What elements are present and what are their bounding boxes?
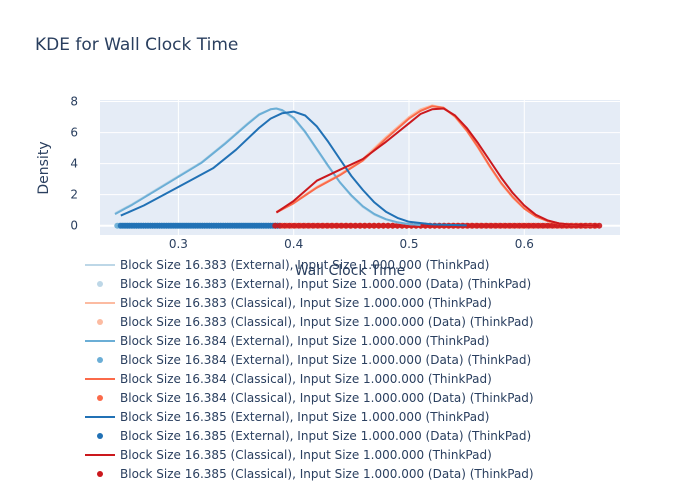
x-tick-label-2: 0.5 xyxy=(399,237,418,251)
data-point-s11-24 xyxy=(384,222,391,229)
legend-item-5[interactable]: Block Size 16.384 (External), Input Size… xyxy=(97,353,531,367)
data-point-s11-20 xyxy=(366,222,373,229)
legend-item-4[interactable]: Block Size 16.384 (External), Input Size… xyxy=(85,334,489,348)
legend-label-2: Block Size 16.383 (Classical), Input Siz… xyxy=(120,296,492,310)
legend-marker-3 xyxy=(97,319,103,325)
data-point-s11-13 xyxy=(333,222,340,229)
legend-item-10[interactable]: Block Size 16.385 (Classical), Input Siz… xyxy=(85,448,492,462)
data-point-s11-15 xyxy=(342,222,349,229)
data-point-s11-49 xyxy=(502,222,509,229)
legend-label-10: Block Size 16.385 (Classical), Input Siz… xyxy=(120,448,492,462)
data-point-s11-11 xyxy=(323,222,330,229)
axis-ticks: 0.3 0.4 0.5 0.6 0 2 4 6 8 xyxy=(70,95,533,251)
legend-item-9[interactable]: Block Size 16.385 (External), Input Size… xyxy=(97,429,531,443)
data-point-s11-18 xyxy=(356,222,363,229)
legend-item-1[interactable]: Block Size 16.383 (External), Input Size… xyxy=(97,277,531,291)
data-point-s11-22 xyxy=(375,222,382,229)
data-point-s11-55 xyxy=(530,222,537,229)
data-point-s11-19 xyxy=(361,222,368,229)
data-point-s11-56 xyxy=(535,222,542,229)
kde-line-s10 xyxy=(275,107,600,227)
legend-marker-5 xyxy=(97,357,103,363)
x-axis-label: Wall Clock Time xyxy=(295,263,406,279)
y-tick-label-1: 2 xyxy=(70,188,78,202)
data-point-s11-51 xyxy=(511,222,518,229)
y-tick-label-3: 6 xyxy=(70,126,78,140)
legend[interactable]: Block Size 16.383 (External), Input Size… xyxy=(85,258,534,481)
legend-item-6[interactable]: Block Size 16.384 (Classical), Input Siz… xyxy=(85,372,492,386)
y-tick-label-2: 4 xyxy=(70,157,78,171)
x-tick-label-0: 0.3 xyxy=(169,237,188,251)
legend-label-7: Block Size 16.384 (Classical), Input Siz… xyxy=(120,391,534,405)
data-point-s11-23 xyxy=(380,222,387,229)
data-point-s11-57 xyxy=(539,222,546,229)
legend-label-8: Block Size 16.385 (External), Input Size… xyxy=(120,410,489,424)
data-point-s11-14 xyxy=(337,222,344,229)
data-point-s11-52 xyxy=(516,222,523,229)
data-point-s11-10 xyxy=(319,222,326,229)
data-point-s11-48 xyxy=(497,222,504,229)
x-tick-label-1: 0.4 xyxy=(284,237,303,251)
data-point-s11-45 xyxy=(483,222,490,229)
data-markers xyxy=(114,222,603,229)
y-axis-label: Density xyxy=(36,141,52,194)
kde-line-s4 xyxy=(114,107,421,226)
kde-line-s6 xyxy=(275,105,594,227)
legend-label-4: Block Size 16.384 (External), Input Size… xyxy=(120,334,489,348)
data-point-s11-58 xyxy=(544,222,551,229)
legend-label-5: Block Size 16.384 (External), Input Size… xyxy=(120,353,531,367)
legend-label-0: Block Size 16.383 (External), Input Size… xyxy=(120,258,489,272)
legend-item-3[interactable]: Block Size 16.383 (Classical), Input Siz… xyxy=(97,315,534,329)
legend-label-1: Block Size 16.383 (External), Input Size… xyxy=(120,277,531,291)
data-point-s11-0 xyxy=(272,222,279,229)
data-point-s11-54 xyxy=(525,222,532,229)
data-point-s11-2 xyxy=(281,222,288,229)
legend-marker-1 xyxy=(97,281,103,287)
legend-item-8[interactable]: Block Size 16.385 (External), Input Size… xyxy=(85,410,489,424)
data-point-s11-17 xyxy=(352,222,359,229)
data-point-s11-8 xyxy=(309,222,316,229)
data-point-s11-9 xyxy=(314,222,321,229)
data-point-s11-6 xyxy=(300,222,307,229)
data-point-s11-3 xyxy=(286,222,293,229)
legend-item-0[interactable]: Block Size 16.383 (External), Input Size… xyxy=(85,258,489,272)
legend-item-2[interactable]: Block Size 16.383 (Classical), Input Siz… xyxy=(85,296,492,310)
data-point-s11-41 xyxy=(464,222,471,229)
data-point-s11-44 xyxy=(478,222,485,229)
data-point-s11-50 xyxy=(507,222,514,229)
data-point-s11-46 xyxy=(488,222,495,229)
legend-marker-11 xyxy=(97,471,103,477)
kde-line-s8 xyxy=(120,110,467,227)
legend-marker-7 xyxy=(97,395,103,401)
data-point-s11-26 xyxy=(394,222,401,229)
chart-title: KDE for Wall Clock Time xyxy=(35,35,238,55)
y-tick-label-4: 8 xyxy=(70,95,78,109)
data-point-s11-5 xyxy=(295,222,302,229)
data-point-s11-47 xyxy=(492,222,499,229)
data-point-s11-43 xyxy=(474,222,481,229)
data-point-s11-42 xyxy=(469,222,476,229)
y-tick-label-0: 0 xyxy=(70,219,78,233)
data-point-s11-53 xyxy=(521,222,528,229)
data-point-s11-1 xyxy=(276,222,283,229)
x-tick-label-3: 0.6 xyxy=(515,237,534,251)
data-point-s11-12 xyxy=(328,222,335,229)
data-point-s11-69 xyxy=(596,222,603,229)
legend-label-6: Block Size 16.384 (Classical), Input Siz… xyxy=(120,372,492,386)
data-point-s11-25 xyxy=(389,222,396,229)
legend-label-9: Block Size 16.385 (External), Input Size… xyxy=(120,429,531,443)
legend-item-11[interactable]: Block Size 16.385 (Classical), Input Siz… xyxy=(97,467,534,481)
legend-label-3: Block Size 16.383 (Classical), Input Siz… xyxy=(120,315,534,329)
legend-item-7[interactable]: Block Size 16.384 (Classical), Input Siz… xyxy=(97,391,534,405)
data-point-s11-16 xyxy=(347,222,354,229)
legend-marker-9 xyxy=(97,433,103,439)
legend-label-11: Block Size 16.385 (Classical), Input Siz… xyxy=(120,467,534,481)
data-point-s11-21 xyxy=(370,222,377,229)
data-point-s11-59 xyxy=(549,222,556,229)
data-point-s11-4 xyxy=(291,222,298,229)
data-point-s11-7 xyxy=(305,222,312,229)
kde-lines xyxy=(114,104,600,227)
